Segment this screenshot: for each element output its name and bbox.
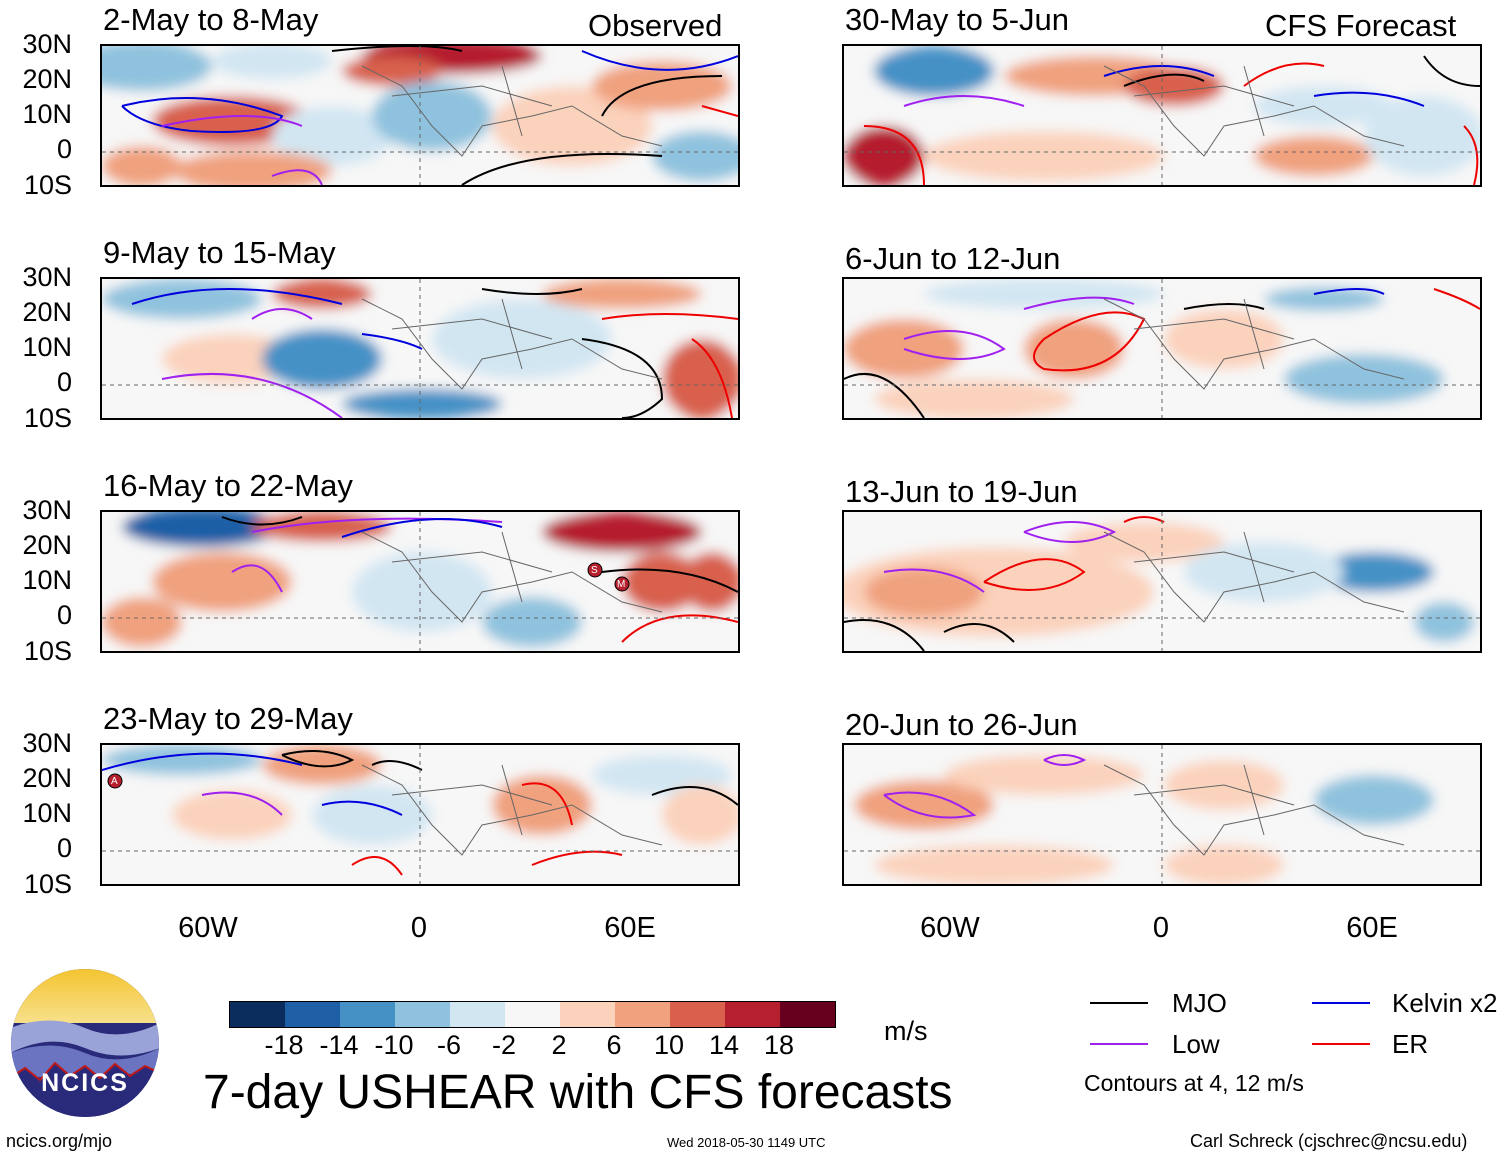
colorbar-tick: 18 [763,1030,795,1060]
colorbar-tick: -10 [374,1030,414,1060]
legend-line-er [1312,1043,1370,1045]
lon-tick-label: 60E [1346,912,1398,944]
storm-marker-m [614,576,630,592]
storm-marker-label: M [617,579,626,590]
lon-tick-label: 60W [920,912,980,944]
lon-tick-label: 0 [410,912,428,944]
map-panel-observed-4: A [100,743,740,886]
lat-tick-label: 0 [56,600,72,630]
legend-label-er: ER [1392,1029,1429,1059]
colorbar-swatch [780,1002,835,1027]
colorbar-swatch [395,1002,450,1027]
lat-tick-label: 10N [22,99,72,129]
lon-tick-label: 0 [1152,912,1170,944]
map-panel-forecast-1 [842,44,1482,187]
lat-tick-label: 20N [22,763,72,793]
figure-title: 7-day USHEAR with CFS forecasts [203,1066,953,1119]
panel-title: 2-May to 8-May [103,2,319,37]
lat-tick-label: 30N [22,728,72,758]
footer-url[interactable]: ncics.org/mjo [6,1131,113,1151]
observed-label: Observed [588,8,723,43]
storm-marker-label: S [591,565,598,576]
colorbar-tick: -2 [491,1030,516,1060]
map-panel-observed-3: S M [100,510,740,653]
lon-tick-label: 60W [178,912,238,944]
lat-tick-label: 30N [22,29,72,59]
legend-line-low [1090,1043,1148,1045]
colorbar-tick: -18 [264,1030,304,1060]
panel-title: 20-Jun to 26-Jun [845,707,1078,742]
map-panel-observed-1 [100,44,740,187]
lat-tick-label: 20N [22,530,72,560]
lat-tick-label: 0 [56,833,72,863]
lat-tick-label: 10S [23,636,72,666]
map-panel-forecast-4 [842,743,1482,886]
colorbar-tick: 2 [551,1030,567,1060]
storm-marker-a [107,773,123,789]
storm-marker-s [587,562,603,578]
footer-author: Carl Schreck (cjschrec@ncsu.edu) [1190,1131,1468,1151]
lat-tick-label: 10N [22,565,72,595]
colorbar-tick: 10 [653,1030,685,1060]
panel-title: 13-Jun to 19-Jun [845,474,1078,509]
lat-tick-label: 20N [22,297,72,327]
lat-tick-label: 0 [56,134,72,164]
panel-title: 30-May to 5-Jun [845,2,1069,37]
cfs-forecast-label: CFS Forecast [1265,8,1457,43]
legend-note: Contours at 4, 12 m/s [1084,1070,1304,1096]
colorbar-tick: 6 [606,1030,622,1060]
logo-text: NCICS [41,1069,129,1097]
colorbar-swatch [230,1002,285,1027]
legend-line-mjo [1090,1002,1148,1004]
lat-tick-label: 30N [22,262,72,292]
lon-tick-label: 60E [604,912,656,944]
colorbar-units: m/s [884,1016,928,1046]
lat-tick-label: 10N [22,332,72,362]
legend-line-kelvin [1312,1002,1370,1004]
map-panel-observed-2 [100,277,740,420]
footer-timestamp: Wed 2018-05-30 1149 UTC [667,1135,826,1150]
map-panel-forecast-3 [842,510,1482,653]
colorbar [229,1001,836,1028]
colorbar-swatch [560,1002,615,1027]
panel-title: 23-May to 29-May [103,701,353,736]
storm-marker-label: A [111,776,118,787]
legend-label-mjo: MJO [1172,988,1227,1018]
colorbar-tick: 14 [708,1030,740,1060]
lat-tick-label: 0 [56,367,72,397]
colorbar-swatch [725,1002,780,1027]
lat-tick-label: 10N [22,798,72,828]
map-panel-forecast-2 [842,277,1482,420]
lat-tick-label: 10S [23,170,72,200]
colorbar-tick: -14 [319,1030,359,1060]
colorbar-swatch [670,1002,725,1027]
legend-label-kelvin: Kelvin x2 [1392,988,1498,1018]
lat-tick-label: 10S [23,869,72,899]
colorbar-swatch [340,1002,395,1027]
colorbar-swatch [505,1002,560,1027]
lat-tick-label: 30N [22,495,72,525]
lat-tick-label: 10S [23,403,72,433]
panel-title: 9-May to 15-May [103,235,336,270]
ncics-logo: NCICS [10,968,160,1118]
colorbar-tick: -6 [436,1030,461,1060]
panel-title: 16-May to 22-May [103,468,353,503]
legend-label-low: Low [1172,1029,1220,1059]
colorbar-swatch [615,1002,670,1027]
lat-tick-label: 20N [22,64,72,94]
panel-title: 6-Jun to 12-Jun [845,241,1061,276]
colorbar-swatch [450,1002,505,1027]
colorbar-swatch [285,1002,340,1027]
